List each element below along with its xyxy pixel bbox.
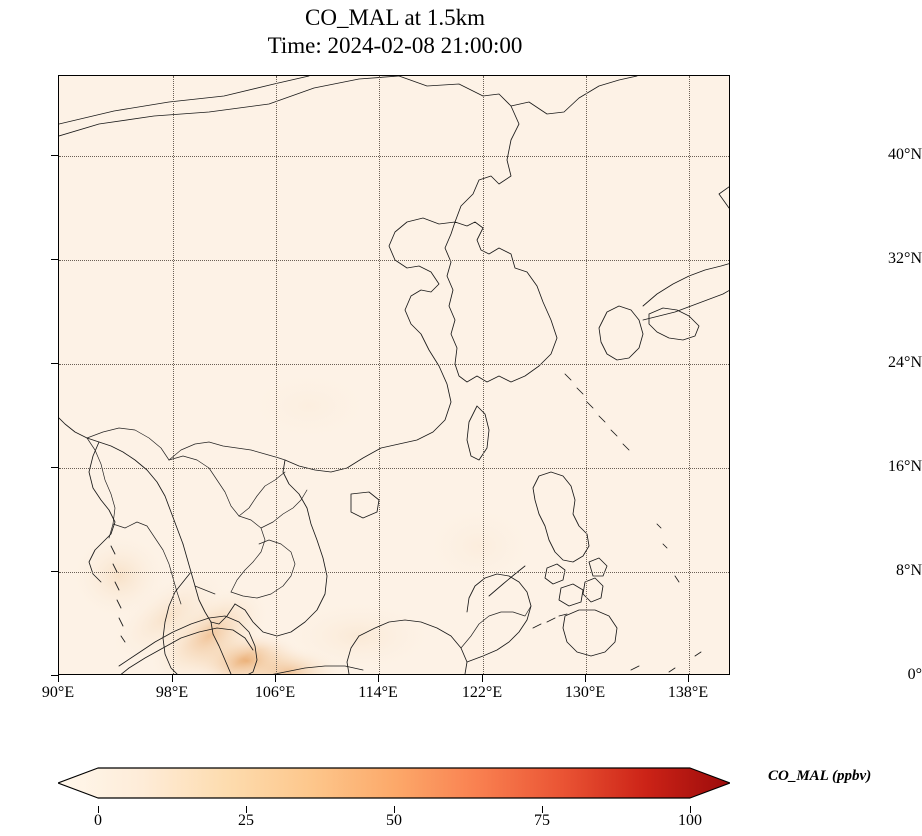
xtick-label-130: 130°E bbox=[564, 684, 606, 701]
map-plot-area bbox=[58, 75, 730, 675]
ytick-mark-40 bbox=[51, 155, 58, 156]
cbtick-label-50: 50 bbox=[386, 812, 402, 829]
concentration-field-layer bbox=[59, 76, 729, 674]
cbtick-mark-100 bbox=[690, 806, 691, 813]
cbtick-label-25: 25 bbox=[238, 812, 254, 829]
colorbar-label: CO_MAL (ppbv) bbox=[768, 768, 872, 784]
colorbar: 0 25 50 75 100 bbox=[58, 760, 730, 829]
cbtick-mark-25 bbox=[246, 806, 247, 813]
ytick-mark-24 bbox=[51, 363, 58, 364]
cbtick-mark-50 bbox=[394, 806, 395, 813]
xtick-label-106: 106°E bbox=[254, 684, 296, 701]
cbtick-label-100: 100 bbox=[678, 812, 702, 829]
title-variable-line: CO_MAL at 1.5km bbox=[305, 5, 485, 30]
xtick-mark-90 bbox=[58, 675, 59, 682]
xtick-label-90: 90°E bbox=[41, 684, 75, 701]
ytick-mark-0 bbox=[51, 675, 58, 676]
xtick-label-138: 138°E bbox=[667, 684, 709, 701]
cbtick-label-75: 75 bbox=[534, 812, 550, 829]
xtick-mark-122 bbox=[482, 675, 483, 682]
ytick-label-40: 40°N bbox=[888, 146, 922, 163]
ytick-label-32: 32°N bbox=[888, 250, 922, 267]
ytick-label-0: 0° bbox=[907, 666, 922, 683]
xtick-label-98: 98°E bbox=[155, 684, 189, 701]
map-canvas bbox=[59, 76, 729, 674]
cbtick-label-0: 0 bbox=[94, 812, 102, 829]
ytick-mark-8 bbox=[51, 571, 58, 572]
xtick-mark-138 bbox=[688, 675, 689, 682]
cbtick-mark-0 bbox=[98, 806, 99, 813]
title-time-line: Time: 2024-02-08 21:00:00 bbox=[267, 33, 523, 59]
ytick-label-24: 24°N bbox=[888, 354, 922, 371]
xtick-mark-98 bbox=[172, 675, 173, 682]
ytick-label-8: 8°N bbox=[896, 562, 922, 579]
coastline-border-layer bbox=[59, 76, 729, 674]
ytick-mark-32 bbox=[51, 259, 58, 260]
colorbar-gradient bbox=[58, 767, 730, 799]
cbtick-mark-75 bbox=[542, 806, 543, 813]
ytick-label-16: 16°N bbox=[888, 458, 922, 475]
figure-title: CO_MAL at 1.5km Time: 2024-02-08 21:00:0… bbox=[0, 4, 790, 60]
xtick-mark-114 bbox=[378, 675, 379, 682]
xtick-mark-106 bbox=[275, 675, 276, 682]
xtick-label-122: 122°E bbox=[461, 684, 503, 701]
ytick-mark-16 bbox=[51, 467, 58, 468]
xtick-label-114: 114°E bbox=[358, 684, 398, 701]
xtick-mark-130 bbox=[585, 675, 586, 682]
